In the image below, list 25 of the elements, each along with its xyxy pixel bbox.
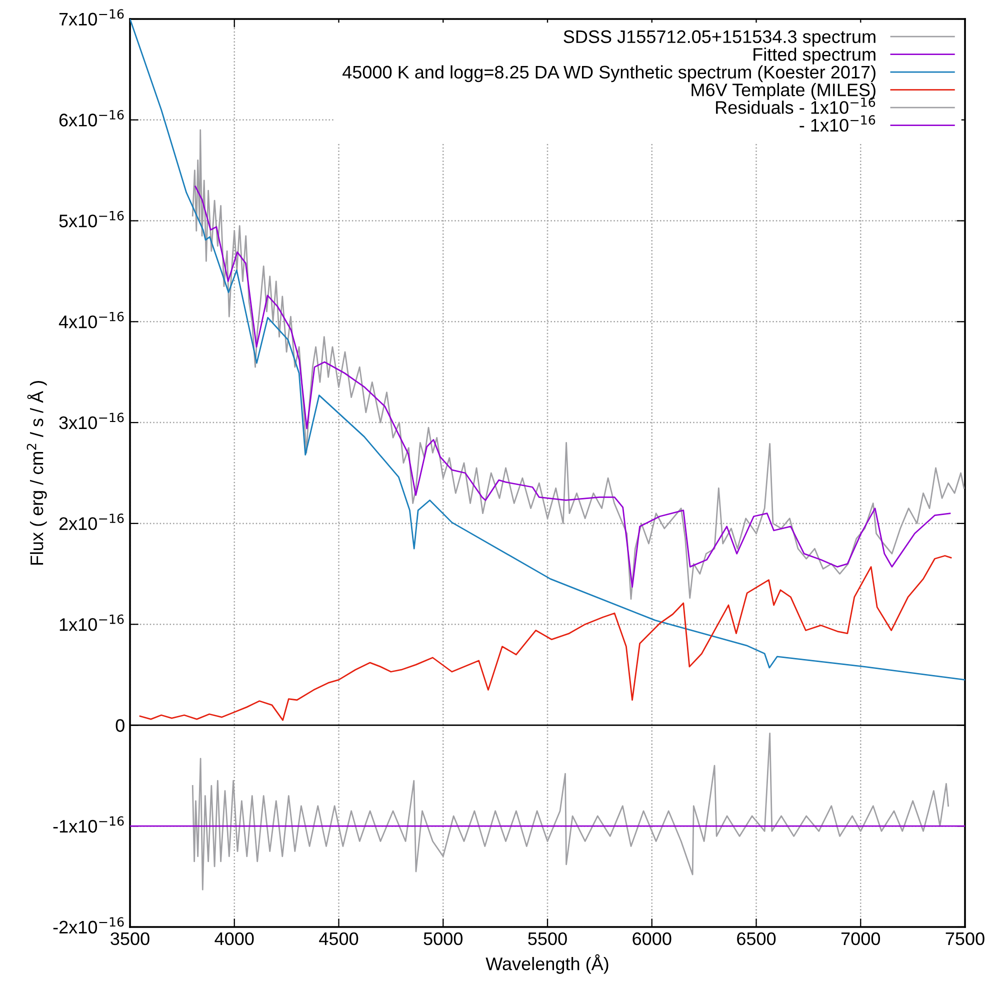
- y-tick-label: 1x10$^{−16}$: [60, 614, 124, 631]
- legend-label: SDSS J155712.05+151534.3 spectrum: [564, 30, 876, 47]
- x-tick-label: 7000: [841, 932, 880, 946]
- x-tick-label: 5000: [424, 932, 463, 946]
- x-tick-label: 4000: [214, 932, 254, 946]
- y-tick-label: 7x10$^{−16}$: [59, 9, 124, 26]
- y-tick-label: -1x10$^{−16}$: [53, 816, 124, 833]
- legend-label: - 1x10$^{−16}$: [800, 115, 876, 132]
- y-tick-label: 3x10$^{−16}$: [59, 412, 124, 430]
- y-tick-label: 0: [116, 719, 124, 732]
- y-axis-title: Flux ( erg / cm$^{2}$ / s / Å ): [26, 381, 47, 565]
- x-tick-label: 3500: [110, 932, 150, 946]
- x-tick-label: 4500: [319, 932, 358, 946]
- x-tick-label: 5500: [528, 932, 567, 946]
- y-tick-label: 4x10$^{−16}$: [58, 312, 124, 328]
- legend-label: M6V Template (MILES): [692, 83, 876, 100]
- legend-label: 45000 K and logg=8.25 DA WD Synthetic spectrum (Koester 2017): [342, 65, 876, 82]
- x-tick-label: 6500: [737, 932, 776, 946]
- y-tick-label: 5x10$^{−16}$: [59, 210, 124, 228]
- x-tick-label: 6000: [632, 932, 672, 946]
- legend-label: Fitted spectrum: [754, 48, 876, 64]
- x-axis-title: Wavelength (Å): [486, 954, 608, 974]
- x-tick-label: 7500: [946, 932, 984, 946]
- y-tick-label: 2x10$^{−16}$: [59, 514, 124, 530]
- y-tick-label: 6x10$^{−16}$: [59, 110, 124, 126]
